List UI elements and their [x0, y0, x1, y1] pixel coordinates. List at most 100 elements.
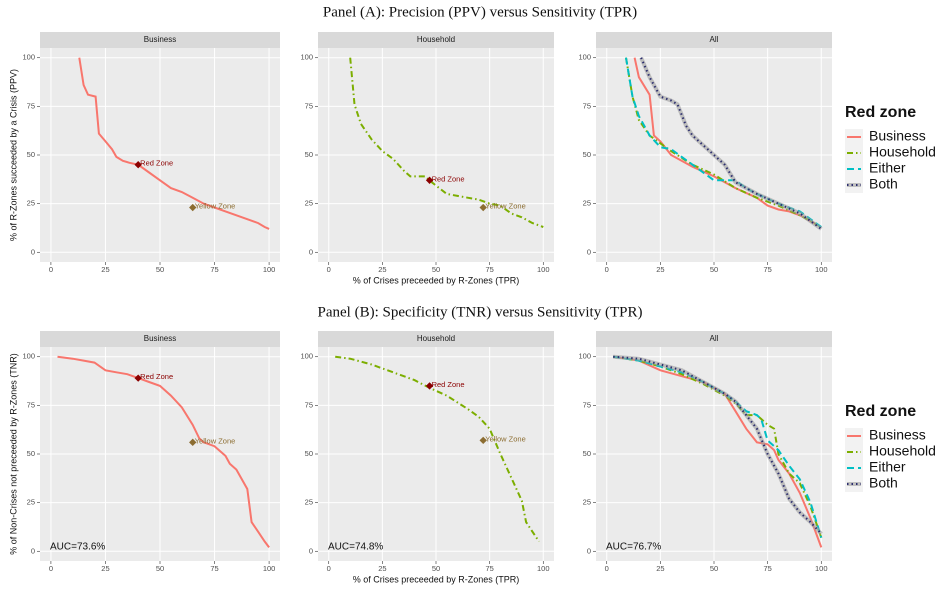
- x-tick-label: 100: [537, 564, 550, 573]
- x-tick-label: 0: [605, 265, 609, 274]
- x-tick-label: 75: [210, 564, 218, 573]
- panel-title: Panel (A): Precision (PPV) versus Sensit…: [323, 4, 637, 20]
- y-tick-label: 25: [27, 199, 35, 208]
- x-tick-label: 0: [49, 564, 53, 573]
- x-tick-label: 50: [156, 564, 164, 573]
- series-line: [613, 355, 823, 535]
- legend-label: Household: [869, 443, 936, 459]
- y-tick-label: 0: [31, 247, 35, 256]
- y-tick-label: 100: [578, 352, 591, 361]
- y-tick-label: 0: [31, 546, 35, 555]
- legend-label: Household: [869, 144, 936, 160]
- y-tick-label: 50: [305, 150, 313, 159]
- legend-key: [845, 444, 863, 460]
- facet-title: All: [710, 334, 719, 343]
- y-axis-title: % of Non-Crises not preceeded by R-Zones…: [8, 353, 18, 555]
- y-tick-label: 75: [305, 400, 313, 409]
- x-tick-label: 75: [210, 265, 218, 274]
- legend-label: Both: [869, 475, 898, 491]
- x-tick-label: 50: [432, 265, 440, 274]
- zone-label: Yellow Zone: [195, 436, 236, 445]
- legend-label: Business: [869, 427, 926, 443]
- x-tick-label: 25: [101, 265, 109, 274]
- x-tick-label: 50: [710, 265, 718, 274]
- x-tick-label: 75: [485, 265, 493, 274]
- x-tick-label: 25: [378, 265, 386, 274]
- facet-strip: [318, 32, 554, 48]
- x-tick-label: 75: [763, 265, 771, 274]
- y-tick-label: 50: [583, 449, 591, 458]
- y-tick-label: 25: [305, 199, 313, 208]
- y-tick-label: 100: [22, 352, 35, 361]
- zone-label: Yellow Zone: [195, 202, 236, 211]
- x-tick-label: 100: [815, 564, 828, 573]
- legend-label: Both: [869, 176, 898, 192]
- zone-label: Red Zone: [140, 372, 173, 381]
- x-tick-label: 25: [101, 564, 109, 573]
- facet-title: Household: [417, 35, 455, 44]
- y-axis-title: % of R-Zones succeeded by a Crisis (PPV): [8, 69, 18, 241]
- y-tick-label: 25: [305, 498, 313, 507]
- x-tick-label: 0: [327, 564, 331, 573]
- x-tick-label: 25: [378, 564, 386, 573]
- auc-label: AUC=76.7%: [606, 542, 661, 553]
- legend-key: [845, 145, 863, 161]
- y-tick-label: 0: [309, 247, 313, 256]
- y-tick-label: 50: [583, 150, 591, 159]
- legend-label: Business: [869, 128, 926, 144]
- series-line: [335, 355, 540, 543]
- zone-marker: [425, 176, 434, 184]
- x-tick-label: 100: [815, 265, 828, 274]
- y-tick-label: 100: [578, 53, 591, 62]
- y-tick-label: 0: [587, 546, 591, 555]
- y-tick-label: 50: [27, 449, 35, 458]
- series-line: [349, 57, 544, 228]
- x-tick-label: 50: [710, 564, 718, 573]
- zone-marker: [134, 161, 142, 169]
- zone-label: Red Zone: [432, 174, 465, 183]
- legend-label: Either: [869, 160, 906, 176]
- x-tick-label: 50: [432, 564, 440, 573]
- facet-strip: [318, 331, 554, 347]
- facet-strip: [40, 331, 280, 347]
- series-line: [613, 355, 823, 548]
- facet-title: Business: [144, 35, 176, 44]
- x-axis-title: % of Crises preceeded by R-Zones (TPR): [353, 275, 520, 285]
- x-tick-label: 0: [327, 265, 331, 274]
- series-line: [625, 57, 822, 228]
- auc-label: AUC=73.6%: [50, 542, 105, 553]
- facet-strip: [596, 331, 832, 347]
- x-tick-label: 100: [537, 265, 550, 274]
- x-tick-label: 100: [263, 564, 276, 573]
- zone-label: Yellow Zone: [485, 202, 526, 211]
- series-line: [78, 57, 270, 230]
- x-tick-label: 100: [263, 265, 276, 274]
- zone-label: Red Zone: [432, 380, 465, 389]
- y-tick-label: 50: [27, 150, 35, 159]
- legend-label: Either: [869, 459, 906, 475]
- zone-marker: [479, 436, 487, 445]
- y-tick-label: 75: [27, 101, 35, 110]
- y-tick-label: 75: [583, 400, 591, 409]
- y-tick-label: 100: [300, 53, 313, 62]
- zone-label: Red Zone: [140, 159, 173, 168]
- y-tick-label: 25: [583, 199, 591, 208]
- y-tick-label: 50: [305, 449, 313, 458]
- y-tick-label: 0: [309, 546, 313, 555]
- x-tick-label: 25: [656, 564, 664, 573]
- y-tick-label: 100: [300, 352, 313, 361]
- x-tick-label: 75: [485, 564, 493, 573]
- facet-strip: [40, 32, 280, 48]
- facet-title: All: [710, 35, 719, 44]
- x-tick-label: 25: [656, 265, 664, 274]
- x-tick-label: 75: [763, 564, 771, 573]
- panel-title: Panel (B): Specificity (TNR) versus Sens…: [318, 304, 643, 320]
- legend-title: Red zone: [845, 403, 916, 420]
- facet-strip: [596, 32, 832, 48]
- zone-marker: [189, 438, 197, 447]
- auc-label: AUC=74.8%: [328, 542, 383, 553]
- y-tick-label: 75: [583, 101, 591, 110]
- zone-marker: [425, 382, 434, 390]
- y-tick-label: 25: [27, 498, 35, 507]
- x-tick-label: 50: [156, 265, 164, 274]
